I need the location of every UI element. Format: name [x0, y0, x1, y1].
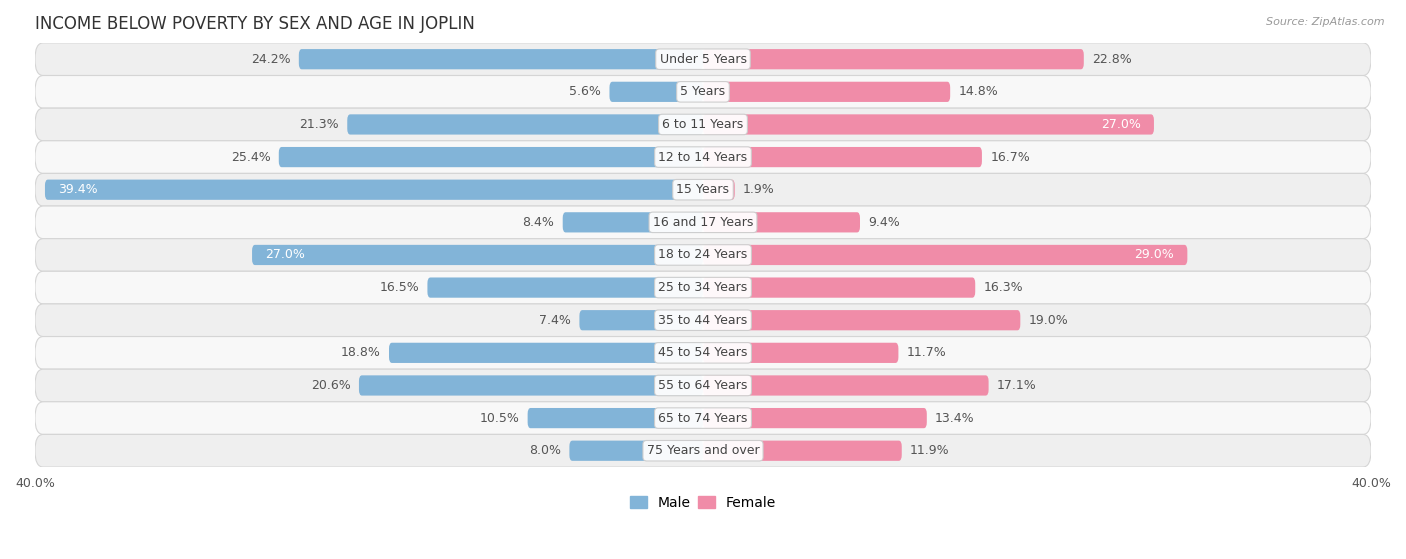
FancyBboxPatch shape: [703, 82, 950, 102]
FancyBboxPatch shape: [389, 343, 703, 363]
Text: 75 Years and over: 75 Years and over: [647, 444, 759, 457]
Text: 55 to 64 Years: 55 to 64 Years: [658, 379, 748, 392]
Text: 24.2%: 24.2%: [250, 53, 291, 66]
Text: 10.5%: 10.5%: [479, 411, 519, 425]
FancyBboxPatch shape: [359, 375, 703, 396]
Text: Under 5 Years: Under 5 Years: [659, 53, 747, 66]
FancyBboxPatch shape: [703, 343, 898, 363]
FancyBboxPatch shape: [35, 108, 1371, 141]
Text: 18.8%: 18.8%: [340, 347, 381, 359]
FancyBboxPatch shape: [45, 179, 703, 200]
Text: 21.3%: 21.3%: [299, 118, 339, 131]
Text: 12 to 14 Years: 12 to 14 Years: [658, 150, 748, 164]
FancyBboxPatch shape: [527, 408, 703, 428]
Text: 27.0%: 27.0%: [266, 248, 305, 262]
Text: INCOME BELOW POVERTY BY SEX AND AGE IN JOPLIN: INCOME BELOW POVERTY BY SEX AND AGE IN J…: [35, 15, 475, 33]
Text: 45 to 54 Years: 45 to 54 Years: [658, 347, 748, 359]
FancyBboxPatch shape: [35, 434, 1371, 467]
FancyBboxPatch shape: [278, 147, 703, 167]
FancyBboxPatch shape: [703, 212, 860, 233]
Text: 35 to 44 Years: 35 to 44 Years: [658, 314, 748, 326]
FancyBboxPatch shape: [562, 212, 703, 233]
Legend: Male, Female: Male, Female: [624, 490, 782, 515]
FancyBboxPatch shape: [703, 277, 976, 298]
Text: 16.5%: 16.5%: [380, 281, 419, 294]
FancyBboxPatch shape: [35, 75, 1371, 108]
Text: 13.4%: 13.4%: [935, 411, 974, 425]
Text: 6 to 11 Years: 6 to 11 Years: [662, 118, 744, 131]
FancyBboxPatch shape: [703, 440, 901, 461]
FancyBboxPatch shape: [35, 141, 1371, 173]
Text: 16.3%: 16.3%: [984, 281, 1024, 294]
Text: 25 to 34 Years: 25 to 34 Years: [658, 281, 748, 294]
FancyBboxPatch shape: [703, 408, 927, 428]
Text: 9.4%: 9.4%: [869, 216, 900, 229]
FancyBboxPatch shape: [35, 43, 1371, 75]
Text: 39.4%: 39.4%: [58, 183, 98, 196]
Text: 25.4%: 25.4%: [231, 150, 270, 164]
Text: 27.0%: 27.0%: [1101, 118, 1140, 131]
FancyBboxPatch shape: [35, 337, 1371, 369]
FancyBboxPatch shape: [35, 369, 1371, 402]
Text: 15 Years: 15 Years: [676, 183, 730, 196]
Text: 29.0%: 29.0%: [1135, 248, 1174, 262]
Text: 22.8%: 22.8%: [1092, 53, 1132, 66]
Text: 20.6%: 20.6%: [311, 379, 350, 392]
FancyBboxPatch shape: [609, 82, 703, 102]
FancyBboxPatch shape: [35, 402, 1371, 434]
Text: 7.4%: 7.4%: [538, 314, 571, 326]
FancyBboxPatch shape: [427, 277, 703, 298]
FancyBboxPatch shape: [299, 49, 703, 69]
Text: 5.6%: 5.6%: [569, 86, 602, 98]
FancyBboxPatch shape: [703, 310, 1021, 330]
FancyBboxPatch shape: [703, 49, 1084, 69]
FancyBboxPatch shape: [35, 173, 1371, 206]
Text: 11.9%: 11.9%: [910, 444, 949, 457]
FancyBboxPatch shape: [703, 375, 988, 396]
Text: 18 to 24 Years: 18 to 24 Years: [658, 248, 748, 262]
FancyBboxPatch shape: [703, 115, 1154, 135]
FancyBboxPatch shape: [703, 147, 981, 167]
FancyBboxPatch shape: [35, 271, 1371, 304]
Text: 14.8%: 14.8%: [959, 86, 998, 98]
FancyBboxPatch shape: [252, 245, 703, 265]
Text: 8.0%: 8.0%: [529, 444, 561, 457]
FancyBboxPatch shape: [579, 310, 703, 330]
Text: 11.7%: 11.7%: [907, 347, 946, 359]
FancyBboxPatch shape: [35, 206, 1371, 239]
Text: 5 Years: 5 Years: [681, 86, 725, 98]
FancyBboxPatch shape: [703, 245, 1187, 265]
Text: Source: ZipAtlas.com: Source: ZipAtlas.com: [1267, 17, 1385, 27]
Text: 65 to 74 Years: 65 to 74 Years: [658, 411, 748, 425]
FancyBboxPatch shape: [569, 440, 703, 461]
Text: 8.4%: 8.4%: [523, 216, 554, 229]
FancyBboxPatch shape: [35, 304, 1371, 337]
FancyBboxPatch shape: [347, 115, 703, 135]
Text: 16.7%: 16.7%: [990, 150, 1031, 164]
Text: 16 and 17 Years: 16 and 17 Years: [652, 216, 754, 229]
FancyBboxPatch shape: [35, 239, 1371, 271]
Text: 17.1%: 17.1%: [997, 379, 1036, 392]
Text: 1.9%: 1.9%: [744, 183, 775, 196]
FancyBboxPatch shape: [703, 179, 735, 200]
Text: 19.0%: 19.0%: [1029, 314, 1069, 326]
